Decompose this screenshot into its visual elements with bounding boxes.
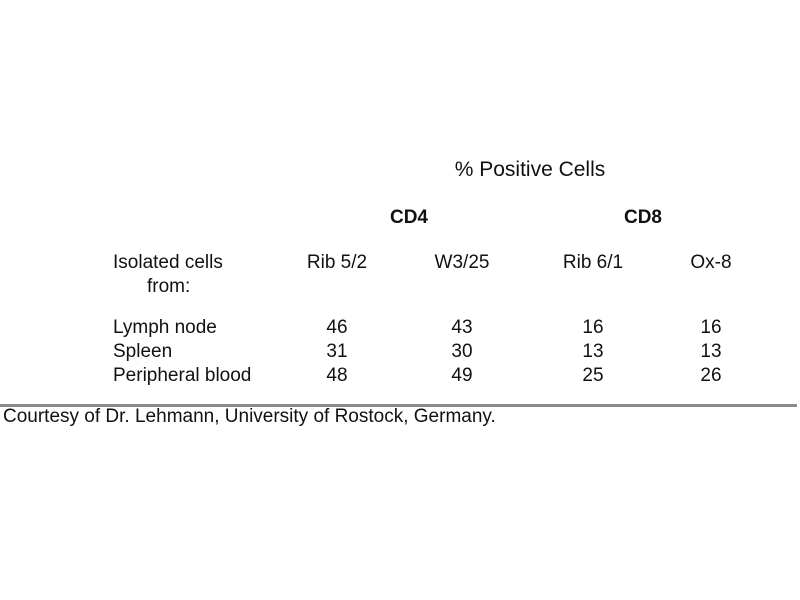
cell-value: 13 — [582, 341, 604, 362]
column-header-rib6-1: Rib 6/1 — [562, 252, 624, 273]
cell-value: 43 — [451, 317, 473, 338]
table-title: % Positive Cells — [454, 158, 606, 181]
courtesy-note: Courtesy of Dr. Lehmann, University of R… — [3, 406, 496, 427]
group-header-cd8: CD8 — [623, 207, 663, 228]
cell-value: 25 — [582, 365, 604, 386]
row-label: Spleen — [113, 341, 173, 362]
cell-value: 30 — [451, 341, 473, 362]
row-label: Lymph node — [113, 317, 217, 338]
row-header-line1: Isolated cells — [113, 252, 223, 273]
cell-value: 49 — [451, 365, 473, 386]
cell-value: 46 — [326, 317, 348, 338]
column-header-rib5-2: Rib 5/2 — [306, 252, 368, 273]
cell-value: 31 — [326, 341, 348, 362]
cell-value: 26 — [700, 365, 722, 386]
column-header-w3-25: W3/25 — [434, 252, 490, 273]
row-header-line2: from: — [147, 276, 191, 297]
group-header-cd4: CD4 — [389, 207, 429, 228]
cell-value: 48 — [326, 365, 348, 386]
cell-value: 13 — [700, 341, 722, 362]
row-label: Peripheral blood — [113, 365, 252, 386]
cell-value: 16 — [700, 317, 722, 338]
cell-value: 16 — [582, 317, 604, 338]
column-header-ox-8: Ox-8 — [690, 252, 732, 273]
divider-line — [0, 404, 797, 407]
